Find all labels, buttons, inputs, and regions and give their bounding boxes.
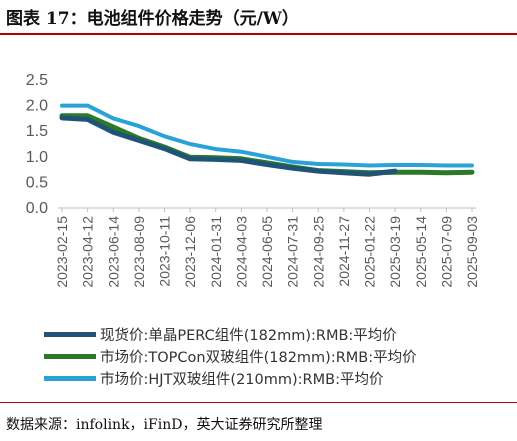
x-tick-label: 2024-01-31: [208, 216, 224, 288]
x-tick-label: 2023-08-09: [131, 216, 147, 288]
x-tick-label: 2023-04-12: [80, 216, 96, 288]
y-tick-label: 0.0: [26, 200, 48, 217]
x-axis-ticks: 2023-02-15 2023-04-12 2023-06-14 2023-08-09…: [54, 208, 480, 288]
x-tick-label: 2023-12-06: [182, 216, 198, 288]
legend-label-perc: 现货价:单晶PERC组件(182mm):RMB:平均价: [100, 327, 397, 344]
x-tick-label: 2025-05-14: [413, 216, 429, 288]
legend-label-topcon: 市场价:TOPCon双玻组件(182mm):RMB:平均价: [100, 349, 417, 366]
y-tick-label: 0.5: [26, 174, 48, 191]
source-note: 数据来源：infolink，iFinD，英大证券研究所整理: [6, 417, 323, 433]
y-tick-label: 2.0: [26, 98, 48, 115]
y-tick-label: 1.0: [26, 149, 48, 166]
x-tick-label: 2025-09-03: [464, 216, 480, 288]
y-tick-label: 2.5: [26, 72, 48, 89]
legend-item-topcon: 市场价:TOPCon双玻组件(182mm):RMB:平均价: [44, 345, 417, 367]
title-divider: [0, 33, 517, 35]
x-tick-label: 2025-03-19: [387, 216, 403, 288]
x-tick-label: 2023-06-14: [105, 216, 121, 288]
series-line-0: [59, 115, 398, 177]
x-tick-label: 2025-01-22: [362, 216, 378, 288]
x-tick-label: 2024-06-05: [259, 216, 275, 288]
chart-title: 图表 17：电池组件价格走势（元/W）: [6, 9, 299, 29]
legend-swatch-perc: [44, 331, 96, 337]
y-tick-label: 1.5: [26, 123, 48, 140]
footer-divider: [0, 402, 517, 403]
chart-legend: 现货价:单晶PERC组件(182mm):RMB:平均价 市场价:TOPCon双玻…: [44, 323, 417, 389]
x-tick-label: 2024-09-25: [310, 216, 326, 288]
y-axis-ticks: 0.0 0.5 1.0 1.5 2.0 2.5: [26, 72, 48, 217]
line-chart: 0.00.51.01.52.02.5 2023-02-15 2023-04-12 2…: [26, 72, 480, 288]
legend-swatch-topcon: [44, 353, 96, 359]
legend-item-hjt: 市场价:HJT双玻组件(210mm):RMB:平均价: [44, 367, 417, 389]
x-tick-label: 2024-04-03: [233, 216, 249, 288]
legend-label-hjt: 市场价:HJT双玻组件(210mm):RMB:平均价: [100, 371, 384, 388]
x-tick-label: 2023-10-11: [157, 216, 173, 287]
x-tick-label: 2023-02-15: [54, 216, 70, 288]
series-line-2: [60, 103, 474, 168]
legend-swatch-hjt: [44, 375, 96, 381]
series-layer: [59, 103, 475, 177]
x-tick-label: 2024-11-27: [336, 216, 352, 287]
x-tick-label: 2025-07-09: [438, 216, 454, 288]
legend-item-perc: 现货价:单晶PERC组件(182mm):RMB:平均价: [44, 323, 417, 345]
x-tick-label: 2024-07-31: [285, 216, 301, 288]
